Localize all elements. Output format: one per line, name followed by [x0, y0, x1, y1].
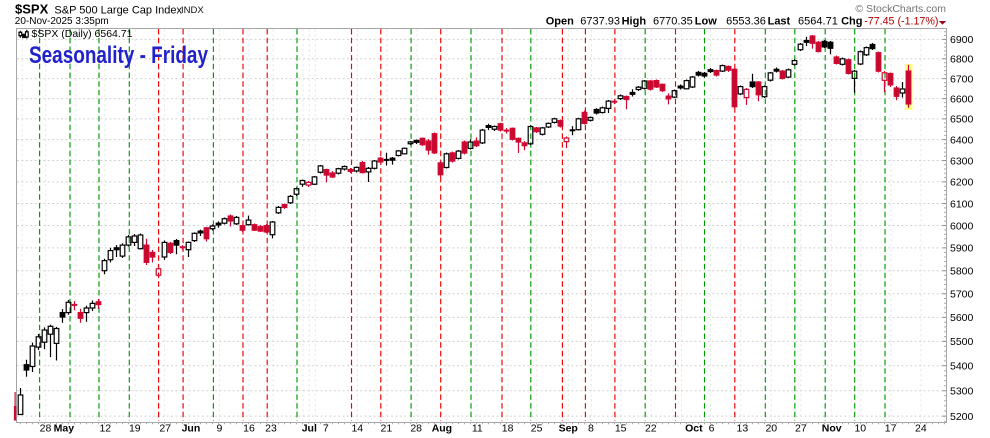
svg-text:Seasonality - Friday: Seasonality - Friday: [29, 42, 209, 69]
svg-text:5300: 5300: [950, 386, 974, 398]
svg-text:8: 8: [588, 423, 594, 435]
svg-text:May: May: [54, 423, 75, 435]
svg-text:5500: 5500: [950, 336, 974, 348]
svg-text:22: 22: [645, 423, 657, 435]
svg-text:18: 18: [502, 423, 514, 435]
svg-text:5600: 5600: [950, 312, 974, 324]
svg-text:19: 19: [129, 423, 141, 435]
svg-text:6300: 6300: [950, 155, 974, 167]
svg-text:6500: 6500: [950, 114, 974, 126]
svg-text:16: 16: [243, 423, 255, 435]
svg-text:Aug: Aug: [432, 423, 452, 435]
svg-text:14: 14: [351, 423, 363, 435]
svg-text:13: 13: [737, 423, 749, 435]
svg-text:6800: 6800: [950, 54, 974, 66]
svg-text:15: 15: [615, 423, 627, 435]
svg-text:20: 20: [765, 423, 777, 435]
svg-text:5200: 5200: [950, 411, 974, 423]
svg-text:27: 27: [795, 423, 807, 435]
svg-text:11: 11: [472, 423, 483, 435]
svg-text:5400: 5400: [950, 361, 974, 373]
svg-text:Jun: Jun: [182, 423, 201, 435]
svg-text:6000: 6000: [950, 220, 974, 232]
svg-text:9: 9: [216, 423, 222, 435]
svg-text:12: 12: [99, 423, 111, 435]
svg-text:Jul: Jul: [302, 423, 317, 435]
svg-text:23: 23: [265, 423, 277, 435]
svg-text:$SPX: $SPX: [15, 2, 49, 17]
svg-text:Nov: Nov: [822, 423, 842, 435]
svg-text:Oct: Oct: [685, 423, 703, 435]
svg-text:28: 28: [410, 423, 422, 435]
svg-text:25: 25: [531, 423, 543, 435]
svg-text:5700: 5700: [950, 289, 974, 301]
svg-text:6600: 6600: [950, 93, 974, 105]
svg-text:S&P 500 Large Cap Index: S&P 500 Large Cap Index: [54, 4, 182, 16]
svg-text:6900: 6900: [950, 34, 974, 46]
svg-text:28: 28: [40, 423, 52, 435]
svg-text:5800: 5800: [950, 266, 974, 278]
svg-text:7: 7: [323, 423, 329, 435]
svg-text:6400: 6400: [950, 134, 974, 146]
svg-text:Sep: Sep: [559, 423, 578, 435]
svg-text:© StockCharts.com: © StockCharts.com: [855, 3, 946, 15]
svg-text:24: 24: [915, 423, 927, 435]
svg-text:6200: 6200: [950, 177, 974, 189]
svg-text:6100: 6100: [950, 198, 974, 210]
svg-text:27: 27: [159, 423, 171, 435]
svg-text:6: 6: [709, 423, 715, 435]
svg-text:20-Nov-2025 3:35pm: 20-Nov-2025 3:35pm: [15, 16, 109, 27]
svg-text:5900: 5900: [950, 243, 974, 255]
svg-text:INDX: INDX: [181, 5, 204, 16]
svg-text:10: 10: [854, 423, 866, 435]
svg-text:6700: 6700: [950, 73, 974, 85]
svg-text:21: 21: [381, 423, 393, 435]
svg-text:$SPX (Daily) 6564.71: $SPX (Daily) 6564.71: [32, 28, 133, 40]
svg-text:17: 17: [885, 423, 897, 435]
